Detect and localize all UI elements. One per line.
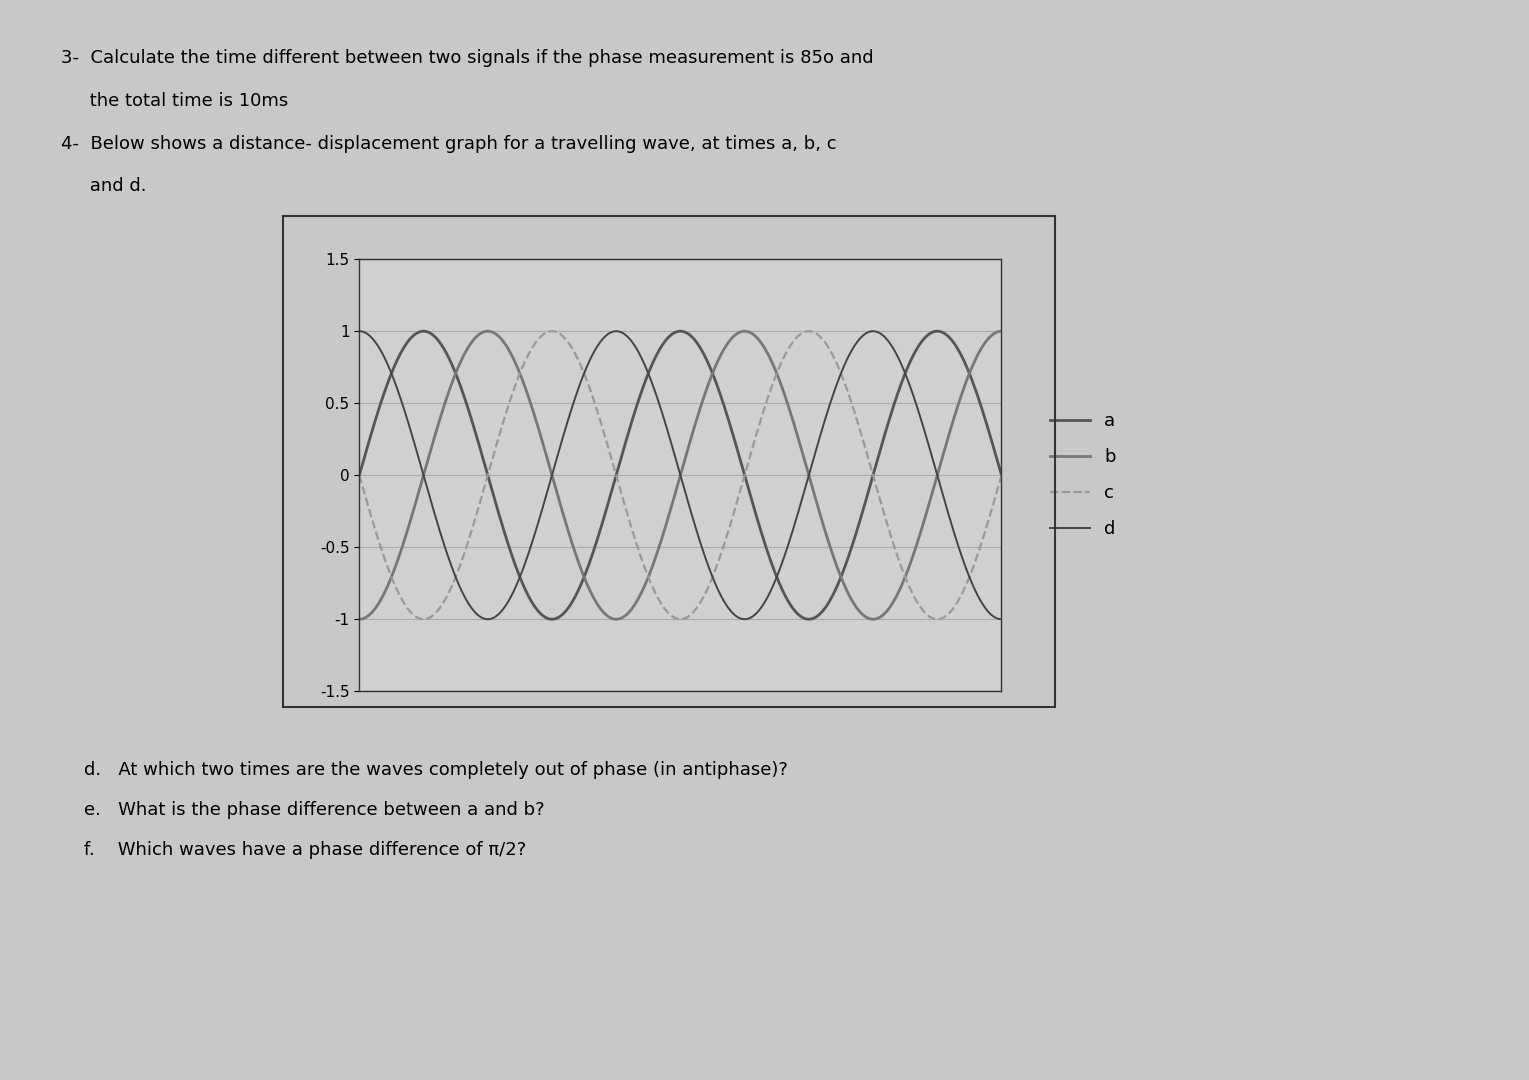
- Text: d.   At which two times are the waves completely out of phase (in antiphase)?: d. At which two times are the waves comp…: [84, 761, 787, 780]
- Text: e.   What is the phase difference between a and b?: e. What is the phase difference between …: [84, 801, 544, 820]
- Text: f.    Which waves have a phase difference of π/2?: f. Which waves have a phase difference o…: [84, 841, 526, 860]
- Text: the total time is 10ms: the total time is 10ms: [61, 92, 289, 110]
- Text: and d.: and d.: [61, 177, 147, 195]
- Text: 3-  Calculate the time different between two signals if the phase measurement is: 3- Calculate the time different between …: [61, 49, 873, 67]
- Legend: a, b, c, d: a, b, c, d: [1043, 405, 1122, 545]
- Text: 4-  Below shows a distance- displacement graph for a travelling wave, at times a: 4- Below shows a distance- displacement …: [61, 135, 836, 153]
